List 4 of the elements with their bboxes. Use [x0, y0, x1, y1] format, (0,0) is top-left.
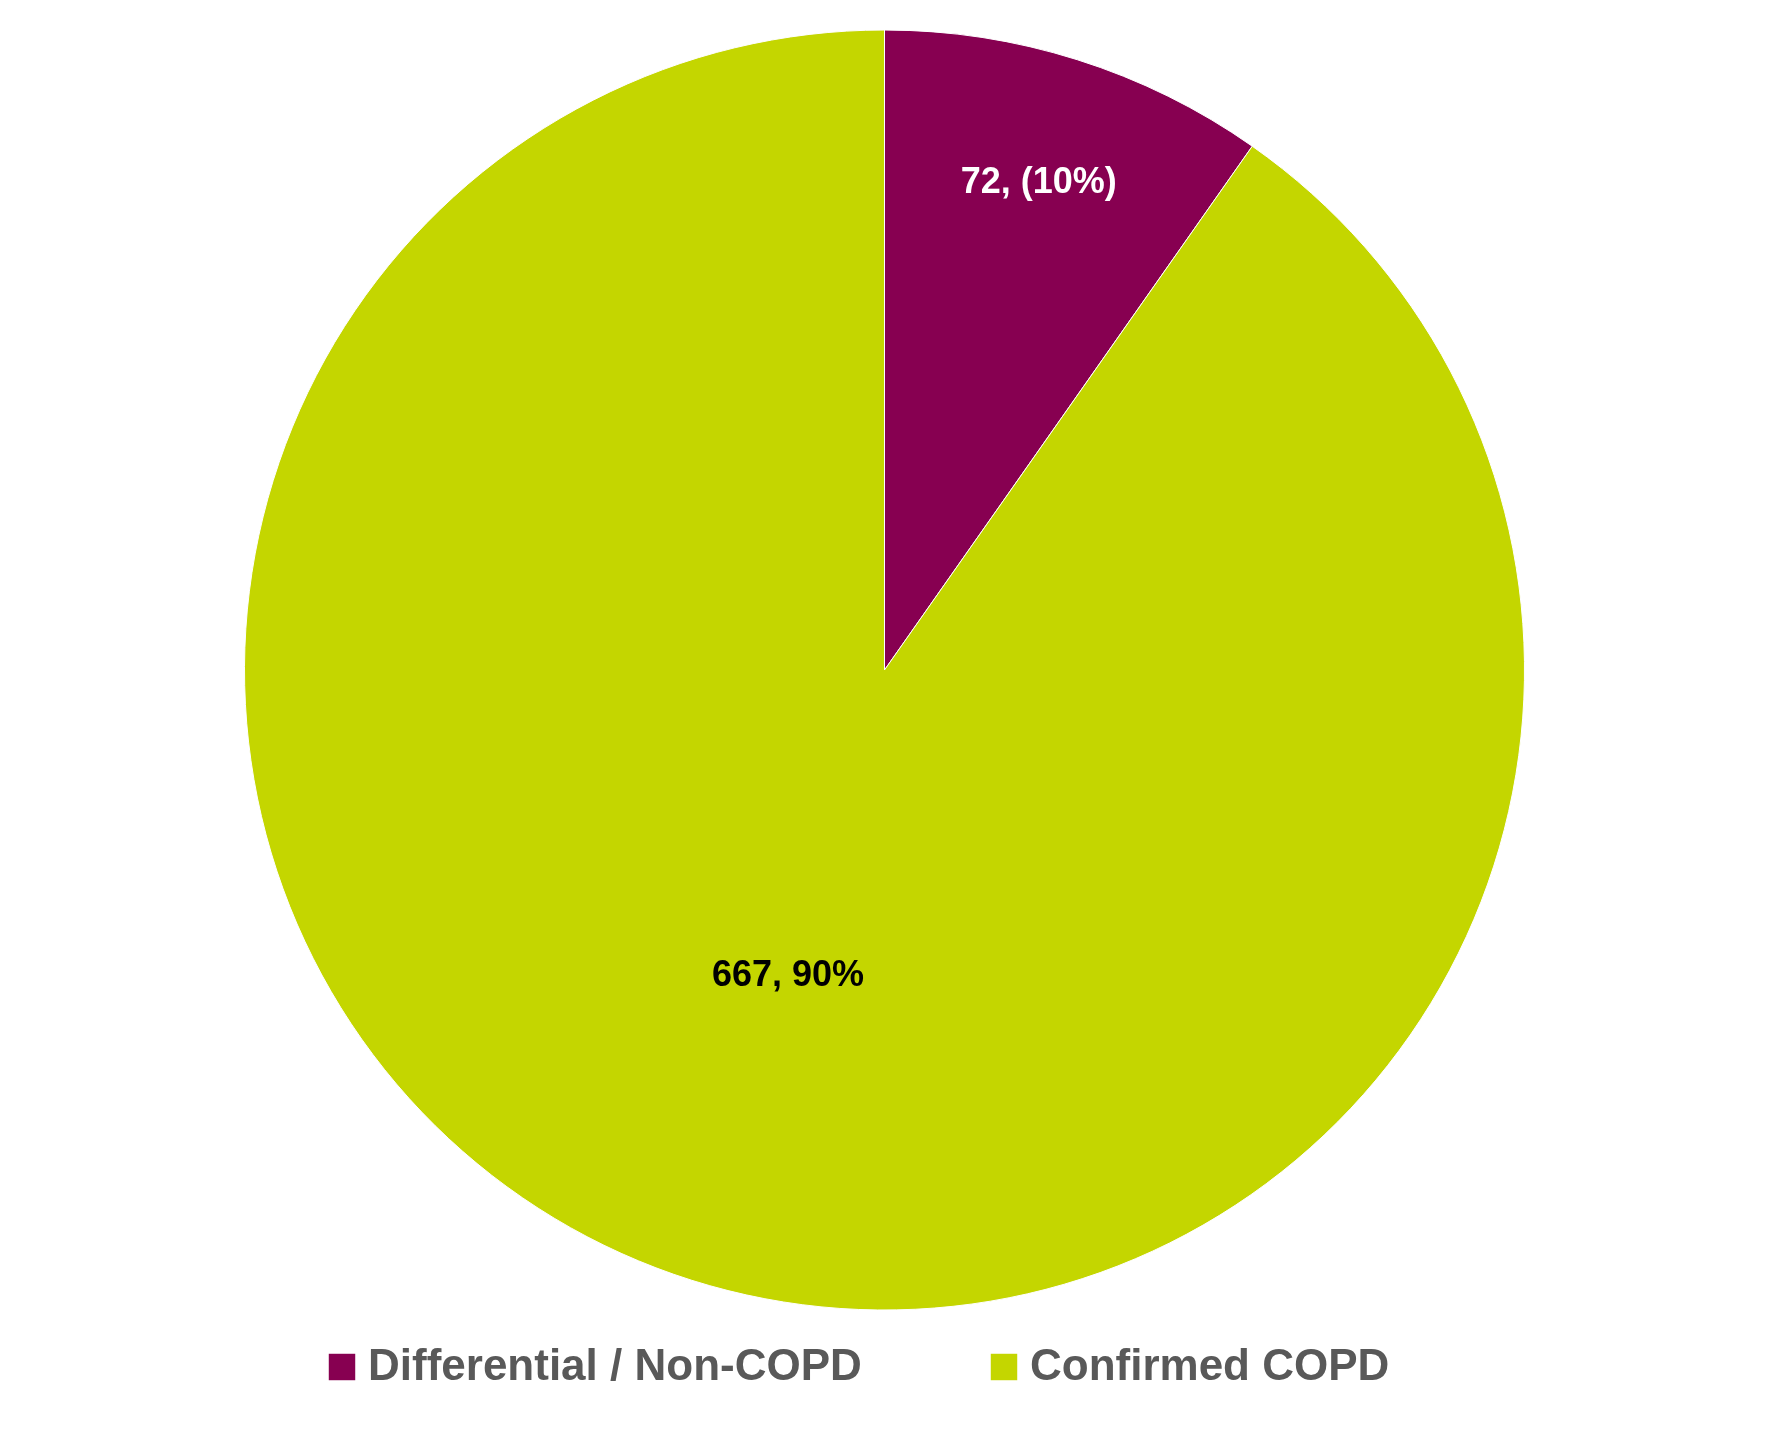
legend-label: Differential / Non-COPD [368, 1340, 862, 1389]
data-label: 667, 90% [712, 953, 865, 995]
data-label: 72, (10%) [960, 159, 1117, 201]
legend-label: Confirmed COPD [1030, 1340, 1390, 1389]
